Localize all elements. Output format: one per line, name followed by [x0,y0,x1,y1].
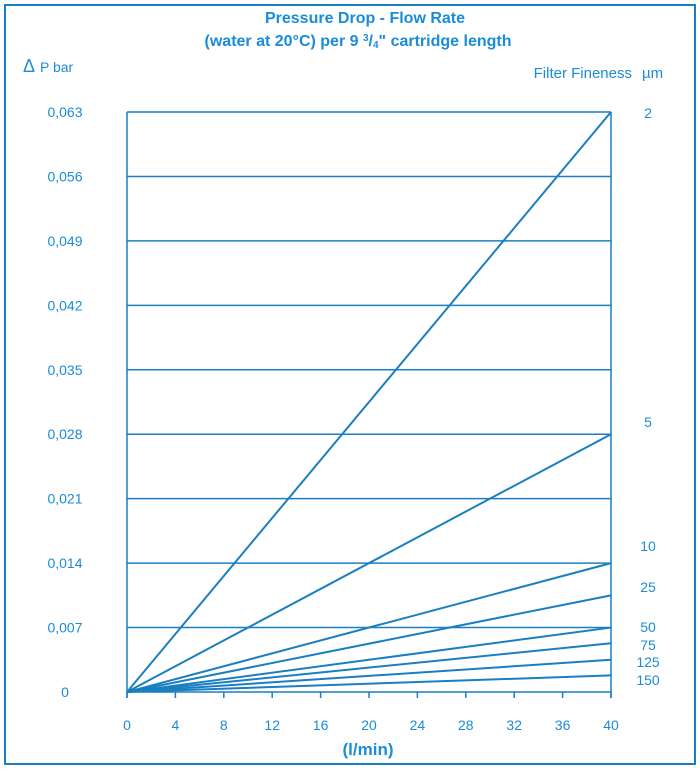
series-line-5 [126,433,612,693]
series-label-25: 25 [640,579,656,595]
x-tick-label: 16 [313,717,329,733]
series-line-2 [126,111,612,693]
x-tick-label: 0 [123,717,131,733]
x-tick-label: 4 [172,717,180,733]
x-tick-label: 12 [264,717,280,733]
y-tick-label: 0,063 [47,104,82,120]
series-label-10: 10 [640,538,656,554]
series-line-150 [126,674,612,693]
y-tick-label: 0,042 [47,297,82,313]
y-axis-label: P bar [40,59,74,75]
x-axis-label: (l/min) [343,740,394,759]
y-tick-label: 0,035 [47,362,82,378]
chart-title-line2: (water at 20°C) per 9 3/4" cartridge len… [205,33,512,51]
series-line-25 [126,594,612,693]
chart-title-line1: Pressure Drop - Flow Rate [265,10,465,27]
y-tick-label: 0,021 [47,491,82,507]
series-label-50: 50 [640,619,656,635]
chart-frame [4,4,696,765]
series-label-2: 2 [644,105,652,121]
x-tick-label: 24 [410,717,426,733]
y-tick-label: 0,028 [47,426,82,442]
gridlines [127,111,611,629]
series-line-50 [126,626,612,693]
x-tick-label: 36 [555,717,571,733]
x-tick-label: 20 [361,717,377,733]
series-label-75: 75 [640,637,656,653]
y-tick-label: 0,014 [47,555,82,571]
series-label-125: 125 [636,654,660,670]
y-tick-label: 0,049 [47,233,82,249]
y-tick-label: 0,007 [47,620,82,636]
chart-title-line2-prefix: (water at 20°C) per 9 [205,33,363,50]
x-tick-label: 8 [220,717,228,733]
tick-labels: 0 0,007 0,014 0,021 0,028 0,035 0,042 0,049 0,05… [47,104,619,733]
series-line-75 [126,642,612,693]
axes [126,112,612,698]
chart-title-fraction-slash: / [369,33,374,50]
y-tick-label: 0,056 [47,168,82,184]
y-tick-label: 0 [61,684,69,700]
legend-title: Filter Fineness [534,65,632,82]
x-tick-label: 28 [458,717,474,733]
legend-unit: µm [642,65,663,82]
chart-title-fraction-denominator: 4 [373,40,379,51]
series-line-10 [126,562,612,693]
series-line-125 [126,658,612,693]
x-tick-label: 40 [603,717,619,733]
series-lines [126,111,612,693]
delta-symbol: Δ [23,56,35,76]
chart-title-line2-suffix: " cartridge length [379,33,512,50]
x-tick-label: 32 [506,717,522,733]
chart-title-fraction-numerator: 3 [363,33,369,44]
series-label-5: 5 [644,414,652,430]
series-label-150: 150 [636,672,660,688]
